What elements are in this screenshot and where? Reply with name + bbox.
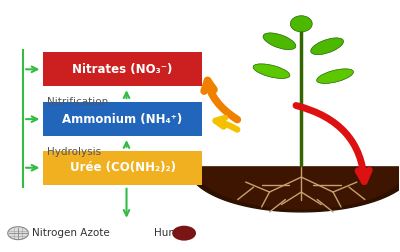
Polygon shape [188, 167, 400, 212]
FancyBboxPatch shape [43, 52, 202, 86]
Text: Nitrification: Nitrification [47, 97, 108, 107]
Circle shape [172, 226, 196, 241]
Text: Nitrates (NO₃⁻): Nitrates (NO₃⁻) [72, 63, 173, 76]
Polygon shape [196, 167, 400, 209]
Circle shape [8, 227, 28, 240]
FancyBboxPatch shape [43, 102, 202, 136]
Text: Urée (CO(NH₂)₂): Urée (CO(NH₂)₂) [70, 161, 176, 174]
Text: Nitrogen Azote: Nitrogen Azote [32, 228, 110, 238]
Ellipse shape [263, 33, 296, 50]
Ellipse shape [253, 64, 290, 78]
Text: Humus: Humus [154, 228, 191, 238]
FancyBboxPatch shape [43, 151, 202, 184]
Ellipse shape [317, 69, 354, 83]
Ellipse shape [311, 38, 344, 55]
Text: Hydrolysis: Hydrolysis [47, 147, 101, 157]
Text: Ammonium (NH₄⁺): Ammonium (NH₄⁺) [62, 113, 183, 126]
Ellipse shape [290, 16, 312, 32]
